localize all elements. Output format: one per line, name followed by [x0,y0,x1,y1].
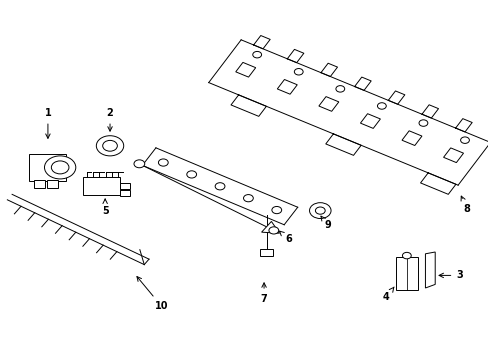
Text: 10: 10 [137,276,168,311]
Circle shape [102,140,117,151]
Bar [47,180,58,188]
Circle shape [186,171,196,178]
Circle shape [315,207,325,214]
Text: 6: 6 [279,231,291,244]
Circle shape [215,183,224,190]
Circle shape [158,159,168,166]
Circle shape [44,156,76,179]
Circle shape [271,207,281,213]
Polygon shape [261,221,279,233]
Text: 2: 2 [106,108,113,131]
Circle shape [96,136,123,156]
Circle shape [51,161,69,174]
Circle shape [377,103,386,109]
Circle shape [294,68,303,75]
Bar [34,180,45,188]
Polygon shape [425,252,434,288]
Circle shape [134,160,144,168]
Text: 3: 3 [438,270,462,280]
Text: 9: 9 [320,216,330,230]
Text: 8: 8 [460,196,469,214]
Text: 5: 5 [102,199,108,216]
Circle shape [268,227,278,234]
Circle shape [309,203,330,219]
Bar [120,190,129,196]
Bar [120,183,129,189]
Polygon shape [235,62,255,77]
Bar [83,177,120,195]
Circle shape [460,137,468,143]
Bar [29,154,66,181]
Circle shape [335,86,344,92]
Polygon shape [443,148,463,163]
Polygon shape [277,80,297,94]
Polygon shape [318,96,338,111]
Polygon shape [401,131,421,145]
Bar [395,257,417,290]
Circle shape [243,194,253,202]
Text: 4: 4 [382,287,393,302]
Circle shape [252,51,261,58]
Polygon shape [360,114,380,129]
Bar [259,249,273,256]
Text: 1: 1 [44,108,51,138]
Circle shape [402,252,410,259]
Circle shape [418,120,427,126]
Text: 7: 7 [260,283,267,304]
